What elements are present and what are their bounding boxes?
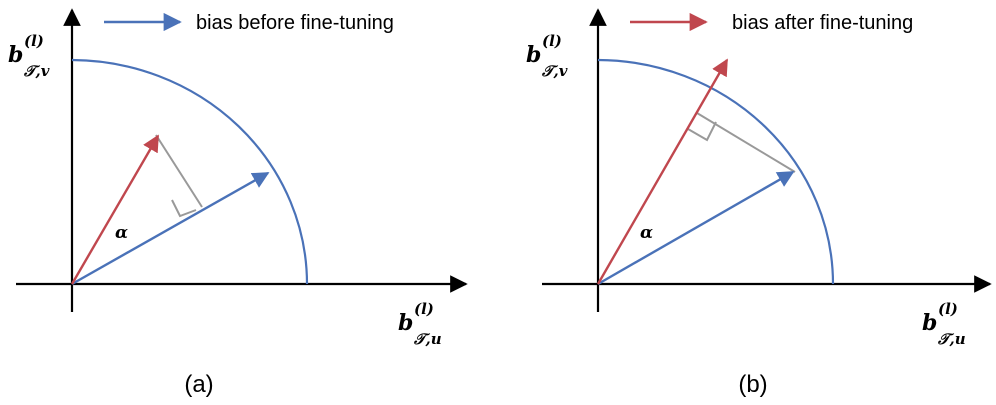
panel-b: α bias after fine-tuning b (l) 𝒯,v b (l)…	[526, 8, 992, 398]
svg-text:𝒯,v: 𝒯,v	[23, 62, 50, 80]
norm-circle-a	[71, 58, 309, 285]
legend-label-a: bias before fine-tuning	[196, 12, 394, 34]
alpha-label-b: α	[640, 223, 653, 243]
projection-line-a	[155, 134, 203, 208]
blue-vector-b	[597, 170, 795, 286]
right-angle-mark-a	[171, 199, 197, 218]
right-angle-mark-b	[687, 121, 717, 142]
svg-text:(l): (l)	[24, 32, 44, 50]
caption-a: (a)	[184, 371, 213, 398]
projection-line-b	[696, 112, 796, 173]
svg-text:b: b	[8, 42, 23, 68]
alpha-label-a: α	[115, 223, 128, 243]
y-axis-label-a: b (l) 𝒯,v	[8, 32, 50, 80]
svg-text:(l): (l)	[542, 32, 562, 50]
svg-text:𝒯,u: 𝒯,u	[937, 330, 966, 348]
svg-text:𝒯,v: 𝒯,v	[541, 62, 568, 80]
x-axis-label-a: b (l) 𝒯,u	[398, 300, 442, 348]
norm-circle-b	[597, 58, 835, 285]
svg-text:𝒯,u: 𝒯,u	[413, 330, 442, 348]
caption-b: (b)	[738, 371, 767, 398]
x-axis-label-b: b (l) 𝒯,u	[922, 300, 966, 348]
panel-a: α bias before fine-tuning b (l) 𝒯,v b (l…	[8, 8, 468, 398]
svg-text:b: b	[922, 310, 937, 336]
blue-vector-a	[71, 171, 270, 286]
svg-text:b: b	[526, 42, 541, 68]
svg-text:(l): (l)	[938, 300, 958, 318]
legend-label-b: bias after fine-tuning	[732, 12, 913, 34]
y-axis-label-b: b (l) 𝒯,v	[526, 32, 568, 80]
svg-text:(l): (l)	[414, 300, 434, 318]
red-vector-b	[596, 58, 729, 285]
red-vector-a	[70, 134, 160, 285]
svg-text:b: b	[398, 310, 413, 336]
